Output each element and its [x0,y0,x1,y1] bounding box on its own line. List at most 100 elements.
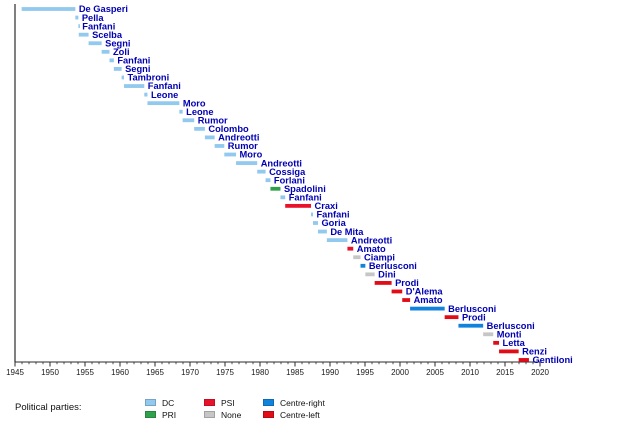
timeline-bar [144,92,148,97]
axis-tick-label: 2010 [461,368,479,377]
axis-tick-label: 1990 [321,368,339,377]
timeline-bar [285,203,312,208]
timeline-bar [204,135,215,140]
pm-label: D'Alema [406,287,444,297]
pm-label: Amato [414,295,443,305]
legend-swatch-icon [263,399,274,406]
axis-tick-label: 1955 [76,368,94,377]
pm-label: Rumor [228,141,258,151]
timeline-bar [365,272,375,277]
legend-swatch-icon [145,399,156,406]
timeline-bar [78,32,89,37]
timeline-bar [312,221,318,225]
timeline-bar [75,15,79,20]
legend-item-label: PRI [162,409,177,420]
legend-swatch-icon [145,411,156,418]
timeline-bar [78,24,80,29]
legend-item-label: PSI [221,397,235,408]
pm-label: Berlusconi [369,261,417,271]
timeline-bar [483,332,494,337]
timeline-bar [311,212,313,217]
timeline-bar [458,323,484,328]
legend-item-label: DC [162,397,175,408]
timeline-bar [109,58,114,63]
axis-tick-label: 1960 [111,368,129,377]
timeline-bar [410,306,445,311]
axis-tick-label: 2020 [531,368,549,377]
timeline-bar [194,126,205,131]
pm-label: Tambroni [127,73,169,83]
pm-label: Ciampi [364,252,395,262]
legend-item: PRI [145,409,177,420]
pm-label: Amato [357,244,386,254]
timeline-bar [224,152,237,157]
timeline-bar [444,315,459,320]
pm-label: Zoli [113,47,130,57]
timeline-bar [21,7,76,11]
pm-label: Segni [105,38,130,48]
legend-item-label: Centre-left [280,409,320,420]
pm-label: De Gasperi [79,4,128,14]
timeline-bar [179,109,183,114]
axis-tick-label: 1965 [146,368,164,377]
timeline-bar [147,101,180,106]
pm-label: Segni [125,64,150,74]
pm-label: Andreotti [351,235,392,245]
pm-label: Goria [321,218,346,228]
pm-label: Renzi [522,347,547,357]
pm-label: Rumor [198,115,228,125]
timeline-bar [374,281,392,285]
pm-label: Colombo [208,124,249,134]
axis-tick-label: 1995 [356,368,374,377]
timeline-bar [214,144,225,148]
timeline-bar [257,169,266,174]
pm-label: Cossiga [269,167,306,177]
pm-label: Monti [497,329,522,339]
timeline-bar [493,340,500,345]
pm-label: Pella [82,13,105,23]
pm-label: Moro [240,150,263,160]
timeline-bar [101,49,110,54]
pm-label: Letta [503,338,526,348]
axis-tick-label: 1975 [216,368,234,377]
timeline-bar [121,75,124,80]
timeline-bar [236,161,258,165]
timeline-bar [270,186,281,191]
axis-tick-label: 1980 [251,368,269,377]
pm-label: Dini [378,270,396,280]
pm-label: Gentiloni [532,355,572,365]
pm-label: Prodi [462,312,486,322]
legend-item: None [204,409,242,420]
legend-item: PSI [204,397,235,408]
axis-tick-label: 1945 [6,368,24,377]
timeline-bar [317,229,327,234]
timeline-bar [326,238,348,243]
legend-item-label: None [221,409,242,420]
legend-item: Centre-right [263,397,325,408]
timeline-bar [518,358,529,362]
pm-label: Spadolini [284,184,326,194]
timeline-bar [347,246,354,251]
pm-label: Craxi [315,201,338,211]
timeline-bar [265,178,271,183]
legend-title: Political parties: [15,402,82,413]
timeline-bar [280,195,286,200]
timeline-bar [113,67,122,71]
pm-label: Fanfani [289,193,322,203]
timeline-bar [353,255,361,260]
legend-item-label: Centre-right [280,397,325,408]
pm-label: Fanfani [316,210,349,220]
pm-label: Prodi [395,278,419,288]
timeline-chart: 1945 1950 1955 1960 1965 1970 1975 1980 1985 1990… [6,4,573,377]
pm-label: Berlusconi [448,304,496,314]
axis-tick-label: 2015 [496,368,514,377]
timeline-bar [88,41,102,46]
timeline-bar [182,118,195,123]
axis-tick-label: 2000 [391,368,409,377]
legend-item: Centre-left [263,409,320,420]
pm-label: Andreotti [218,133,259,143]
pm-label: Berlusconi [487,321,535,331]
pm-label: Leone [186,107,213,117]
pm-label: Fanfani [148,81,181,91]
legend-swatch-icon [204,399,215,406]
